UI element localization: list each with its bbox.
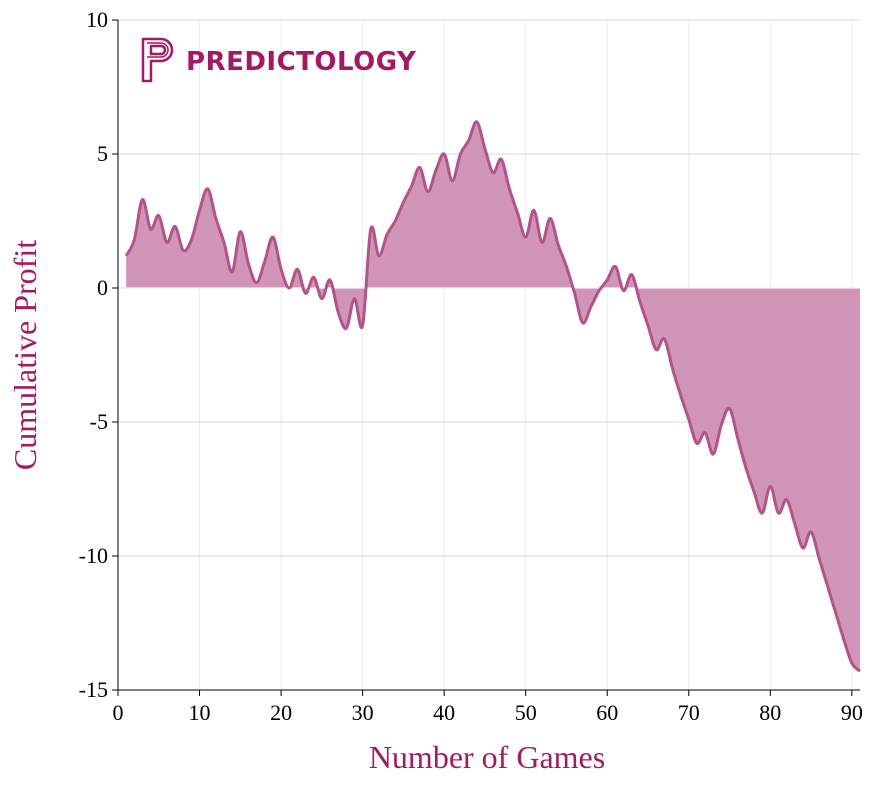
area-layer: [124, 120, 862, 673]
x-tick-label: 10: [189, 700, 211, 725]
predictology-logo: PREDICTOLOGY: [141, 37, 417, 83]
x-tick-label: 20: [270, 700, 292, 725]
x-tick-label: 90: [841, 700, 863, 725]
x-tick-label: 80: [759, 700, 781, 725]
y-tick-label: 0: [97, 275, 108, 300]
x-axis-title: Number of Games: [369, 739, 605, 775]
x-tick-label: 60: [596, 700, 618, 725]
y-tick-label: 10: [86, 7, 108, 32]
axes-layer: [117, 20, 860, 691]
x-tick-label: 50: [515, 700, 537, 725]
profit-line: [124, 120, 862, 673]
x-tick-label: 70: [678, 700, 700, 725]
y-tick-label: -5: [90, 409, 108, 434]
x-tick-label: 40: [433, 700, 455, 725]
profit-area: [126, 121, 860, 672]
y-axis-title: Cumulative Profit: [7, 240, 43, 470]
x-tick-label: 0: [113, 700, 124, 725]
predictology-logo-icon: [141, 37, 174, 83]
predictology-logo-text: PREDICTOLOGY: [186, 47, 417, 77]
x-tick-label: 30: [352, 700, 374, 725]
y-tick-label: 5: [97, 141, 108, 166]
y-tick-label: -10: [79, 543, 108, 568]
y-tick-label: -15: [79, 677, 108, 702]
